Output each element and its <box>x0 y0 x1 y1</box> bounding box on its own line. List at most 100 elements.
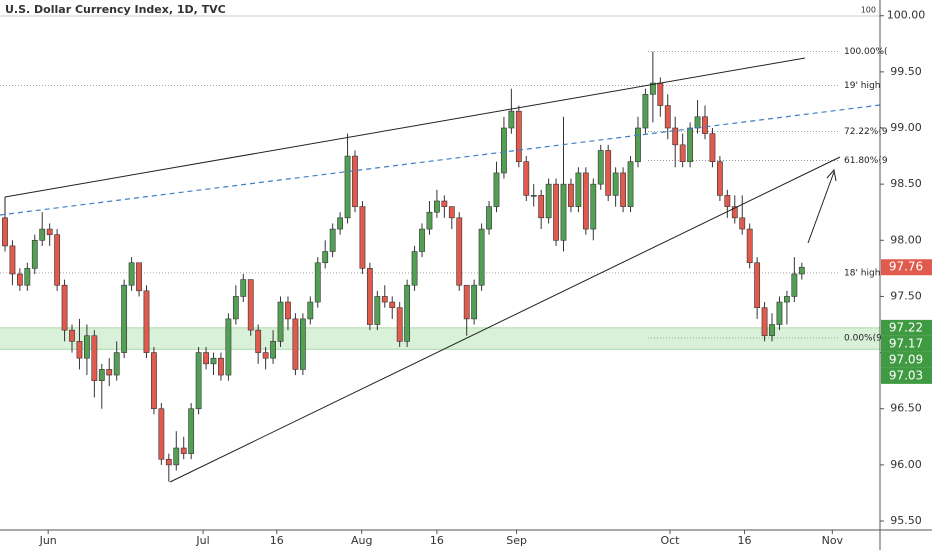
candle-body <box>396 307 403 342</box>
candle-body <box>98 369 105 381</box>
candle-body <box>784 296 790 303</box>
y-tick-label: 98.00 <box>890 233 922 246</box>
candle-body <box>463 284 470 320</box>
candle-body <box>761 307 768 337</box>
level-label: 19' high <box>844 81 880 91</box>
candle-body <box>9 245 16 275</box>
candle-body <box>716 161 723 196</box>
candle-body <box>694 116 701 129</box>
candle-body <box>642 94 649 129</box>
y-tick-label: 96.50 <box>890 402 922 415</box>
candle-body <box>441 200 448 207</box>
candle-body <box>769 324 775 337</box>
candle-body <box>791 273 798 297</box>
zone-price-tag <box>881 335 932 352</box>
price-tags: 97.76 97.22 97.17 97.09 97.03 <box>881 259 932 384</box>
candle-body <box>359 206 366 269</box>
candle-body <box>128 262 135 286</box>
level-label: 100.00%( <box>844 47 888 57</box>
candle-body <box>143 290 150 353</box>
candle-body <box>344 155 351 219</box>
candle-body <box>113 352 120 376</box>
candle-body <box>337 217 343 230</box>
candle-body <box>523 161 530 196</box>
candle-body <box>597 150 604 185</box>
zone-price-label: 97.09 <box>889 352 923 366</box>
x-tick-label: Sep <box>506 534 527 547</box>
candle-body <box>508 110 515 129</box>
candle-body <box>389 301 396 308</box>
zone-price-tag <box>881 319 932 336</box>
arrow-head <box>826 168 837 182</box>
candle-body <box>724 195 731 207</box>
candle-body <box>307 301 314 320</box>
candle-body <box>456 217 463 286</box>
y-tick-label: 99.50 <box>890 65 922 78</box>
candle-body <box>590 183 597 230</box>
candle-body <box>366 268 373 325</box>
candle-body <box>292 318 299 370</box>
candle-body <box>210 357 217 365</box>
candle-body <box>702 116 708 134</box>
candle-body <box>188 408 195 454</box>
last-price-tag <box>881 259 932 276</box>
level-label: 18' high <box>844 268 880 278</box>
candle-body <box>270 341 276 359</box>
x-tick-label: 16 <box>430 534 444 547</box>
last-price-label: 97.76 <box>889 260 923 274</box>
candle-body <box>314 262 321 303</box>
candle-body <box>106 369 113 376</box>
candle-body <box>448 206 455 219</box>
candle-body <box>627 161 634 207</box>
y-tick-label: 98.50 <box>890 177 922 190</box>
y-tick-label: 95.50 <box>890 514 922 527</box>
candle-body <box>553 183 559 241</box>
zone-price-label: 97.03 <box>889 368 923 382</box>
candle-body <box>635 127 641 162</box>
level-label: 72.22%(9 <box>844 127 888 137</box>
candle-body <box>471 284 478 320</box>
candle-body <box>434 200 440 213</box>
candle-body <box>91 335 98 381</box>
candle-body <box>426 211 433 230</box>
forecast-arrow <box>807 171 835 244</box>
candle-body <box>746 228 753 264</box>
candle-body <box>419 228 425 252</box>
candle-body <box>582 172 589 230</box>
candle-body <box>679 144 686 162</box>
candle-body <box>16 273 23 286</box>
candle-body <box>478 228 485 286</box>
candle-body <box>404 284 411 342</box>
candle-body <box>195 352 202 410</box>
candle-body <box>754 262 761 308</box>
candle-body <box>255 329 262 353</box>
candle-body <box>225 318 232 376</box>
candle-body <box>299 318 306 370</box>
candle-body <box>329 228 336 252</box>
candle-body <box>2 217 8 247</box>
level-layer: 100.00%( 19' high 72.22%(9 61.80%(9 18' high… <box>0 47 888 343</box>
candle-body <box>381 296 388 303</box>
candle-body <box>739 217 746 230</box>
zone-price-tag <box>881 351 932 368</box>
candle-body <box>262 352 269 359</box>
chart-title: U.S. Dollar Currency Index, 1D, TVC <box>5 3 226 16</box>
candle-body <box>486 206 492 230</box>
candle-body <box>31 239 38 269</box>
x-tick-label: Aug <box>351 534 372 547</box>
candle-body <box>687 127 694 162</box>
candle-body <box>731 206 738 219</box>
candle-body <box>411 251 418 286</box>
candle-body <box>538 195 545 219</box>
upper-trendline <box>4 57 806 198</box>
candle-body <box>24 268 31 286</box>
level-label: 61.80%(9 <box>844 156 888 166</box>
candle-layer <box>2 51 805 482</box>
candle-body <box>151 352 157 410</box>
candle-body <box>39 228 46 241</box>
dashed-channel-line <box>0 104 881 216</box>
candle-body <box>136 262 142 292</box>
candle-body <box>649 82 656 95</box>
